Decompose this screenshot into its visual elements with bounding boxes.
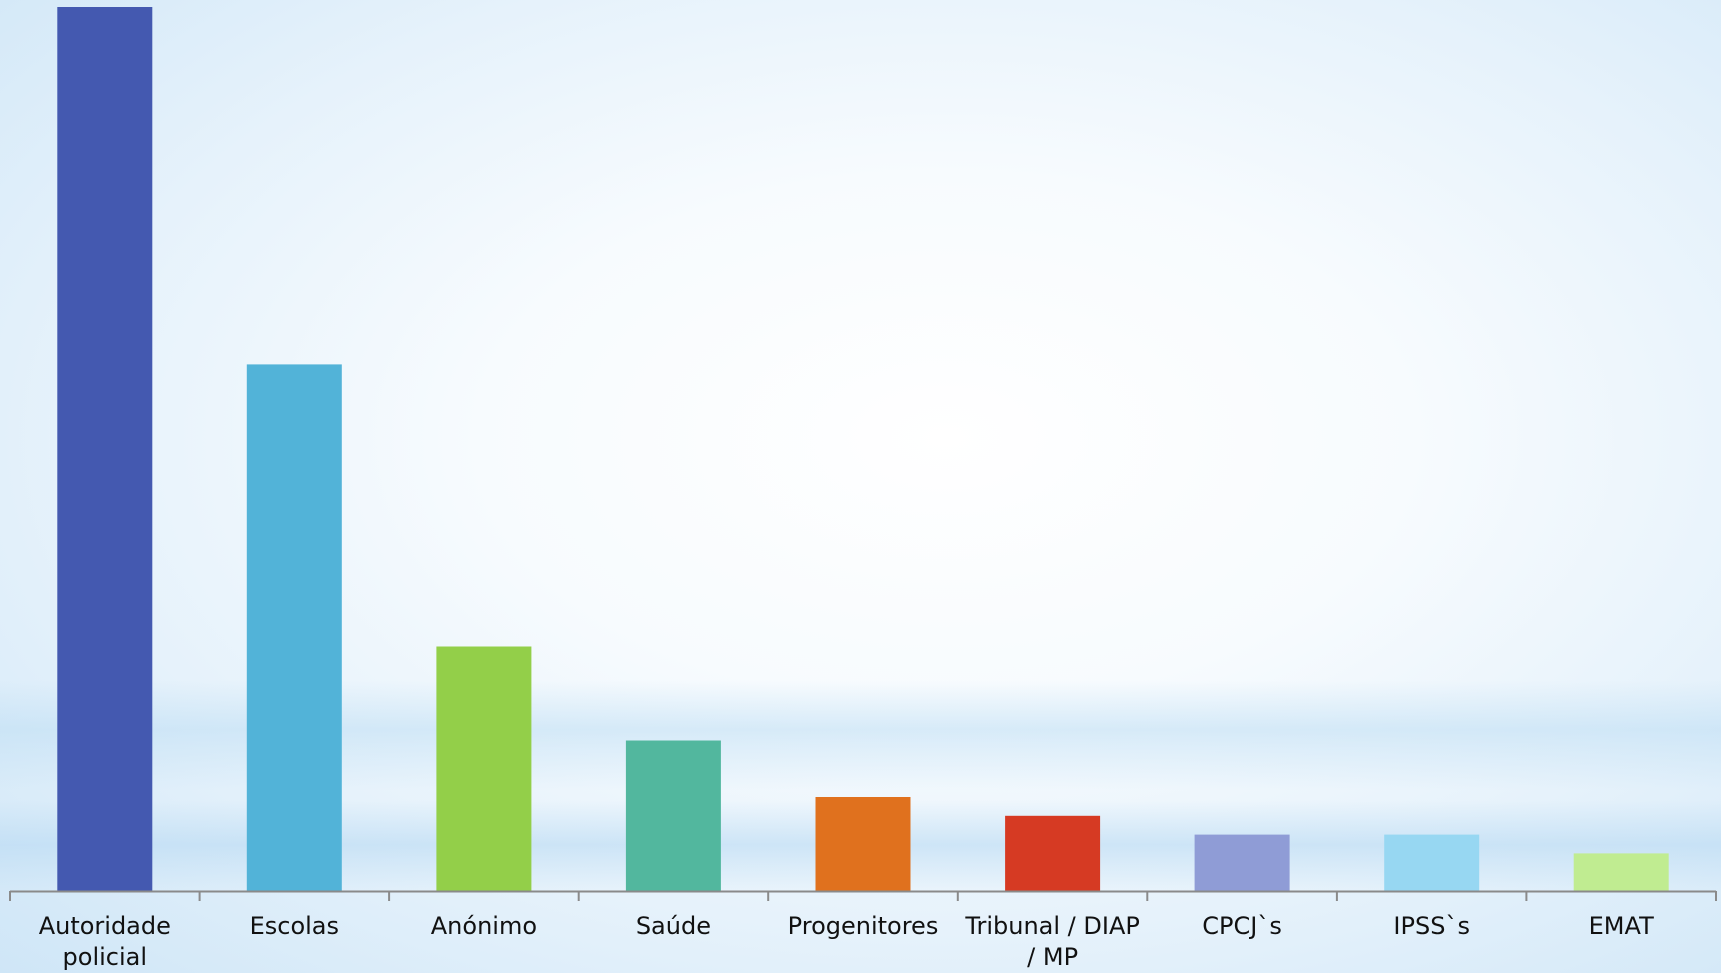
bar <box>57 7 153 891</box>
bar <box>1005 815 1101 891</box>
x-tick-label: Escolas <box>250 912 339 940</box>
x-tick-label: IPSS`s <box>1393 912 1470 940</box>
x-axis <box>9 890 1717 901</box>
bar <box>815 797 911 891</box>
bar <box>1573 853 1669 891</box>
bar <box>246 364 342 891</box>
bar <box>625 740 721 891</box>
x-tick-label: Tribunal / DIAP / MP <box>964 912 1140 971</box>
x-tick-label: Autoridade policial <box>39 912 171 971</box>
bars-group <box>57 7 1669 891</box>
bar <box>436 646 532 891</box>
bar <box>1194 834 1290 891</box>
x-tick-label: CPCJ`s <box>1202 912 1282 940</box>
x-tick-label: Anónimo <box>431 912 537 940</box>
x-tick-label: Progenitores <box>788 912 939 940</box>
x-tick-labels: Autoridade policial Escolas Anónimo Saúde Pro… <box>39 912 1654 971</box>
x-tick-label: Saúde <box>636 912 711 940</box>
bar <box>1384 834 1480 891</box>
x-tick-label: EMAT <box>1589 912 1654 940</box>
